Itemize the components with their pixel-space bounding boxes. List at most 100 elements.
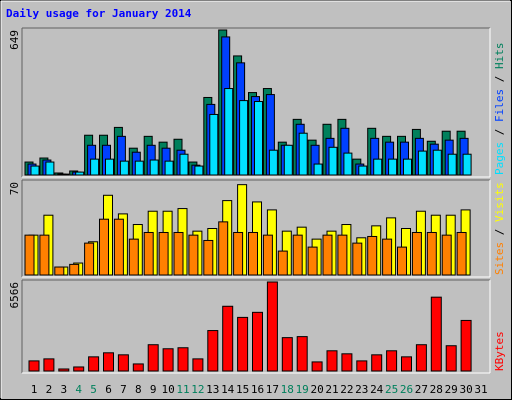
bar bbox=[417, 150, 427, 176]
bar bbox=[188, 234, 199, 276]
bar bbox=[397, 246, 407, 276]
bar bbox=[373, 158, 383, 176]
x-tick-label: 22 bbox=[340, 383, 353, 396]
bar bbox=[328, 146, 338, 176]
bar bbox=[268, 149, 278, 176]
x-tick-label: 29 bbox=[445, 383, 458, 396]
bar bbox=[296, 336, 308, 372]
x-tick-label: 23 bbox=[355, 383, 368, 396]
bar bbox=[341, 353, 353, 372]
x-tick-label: 14 bbox=[221, 383, 235, 396]
bar bbox=[149, 159, 159, 176]
bar bbox=[209, 113, 219, 176]
bar bbox=[277, 250, 288, 276]
bar bbox=[43, 358, 55, 372]
x-tick-label: 6 bbox=[105, 383, 112, 396]
x-tick-label: 10 bbox=[161, 383, 174, 396]
legend-entry: Visits bbox=[493, 182, 506, 222]
x-tick-label: 9 bbox=[150, 383, 157, 396]
legend-separator: / bbox=[493, 222, 506, 242]
bar bbox=[158, 231, 169, 276]
bar bbox=[88, 356, 100, 372]
bar bbox=[367, 235, 378, 276]
legend: KBytes bbox=[493, 331, 506, 371]
bar bbox=[84, 242, 95, 276]
bar bbox=[252, 311, 263, 372]
bar bbox=[254, 100, 263, 176]
bar bbox=[233, 231, 244, 276]
legend-entry: Files bbox=[493, 89, 506, 122]
bar bbox=[132, 363, 144, 372]
x-tick-label: 11 bbox=[176, 383, 189, 396]
bar bbox=[239, 100, 249, 176]
bar bbox=[194, 165, 204, 176]
x-tick-label: 5 bbox=[90, 383, 97, 396]
legend-entry: KBytes bbox=[493, 331, 506, 371]
y-tick-label: 6566 bbox=[8, 282, 21, 309]
bar bbox=[356, 360, 368, 372]
x-tick-label: 7 bbox=[120, 383, 127, 396]
bar bbox=[292, 234, 303, 276]
bar bbox=[447, 153, 457, 176]
x-tick-label: 13 bbox=[206, 383, 219, 396]
legend-separator: / bbox=[493, 122, 506, 142]
bar bbox=[266, 281, 278, 372]
bar bbox=[430, 296, 442, 372]
bar bbox=[75, 171, 85, 176]
bar bbox=[147, 344, 159, 372]
bar bbox=[322, 234, 333, 276]
x-tick-label: 24 bbox=[370, 383, 384, 396]
bar bbox=[401, 356, 412, 372]
bar bbox=[222, 305, 234, 372]
bar bbox=[119, 160, 129, 176]
bar bbox=[456, 231, 467, 276]
bar bbox=[113, 218, 124, 276]
bar bbox=[307, 246, 318, 276]
bar bbox=[28, 360, 40, 372]
x-tick-label: 25 bbox=[385, 383, 398, 396]
x-tick-label: 15 bbox=[236, 383, 249, 396]
x-tick-label: 3 bbox=[60, 383, 67, 396]
bar bbox=[128, 238, 139, 276]
bar bbox=[358, 165, 368, 176]
x-tick-label: 30 bbox=[459, 383, 472, 396]
bar bbox=[207, 330, 219, 372]
bar bbox=[311, 361, 323, 372]
bar bbox=[30, 165, 40, 176]
bar bbox=[326, 350, 338, 372]
x-tick-label: 17 bbox=[266, 383, 279, 396]
bar bbox=[45, 161, 55, 176]
bar bbox=[90, 158, 100, 176]
bar bbox=[445, 345, 457, 372]
bar bbox=[143, 231, 154, 276]
bar bbox=[237, 316, 249, 372]
bar bbox=[179, 153, 189, 176]
bar bbox=[298, 132, 308, 176]
bar bbox=[415, 344, 427, 372]
chart-title: Daily usage for January 2014 bbox=[6, 7, 192, 20]
bar bbox=[460, 319, 472, 372]
bar bbox=[403, 158, 412, 176]
bar bbox=[386, 350, 398, 372]
bar bbox=[343, 152, 353, 176]
bar bbox=[117, 354, 129, 372]
bar bbox=[73, 366, 85, 372]
bar bbox=[54, 266, 65, 276]
bar bbox=[134, 160, 144, 176]
x-tick-label: 28 bbox=[430, 383, 443, 396]
bar bbox=[281, 337, 293, 372]
bar bbox=[224, 88, 234, 176]
bar bbox=[352, 242, 363, 276]
x-tick-label: 1 bbox=[31, 383, 38, 396]
bar bbox=[164, 160, 174, 176]
bar bbox=[411, 231, 422, 276]
bar bbox=[313, 163, 323, 176]
x-tick-label: 8 bbox=[135, 383, 142, 396]
x-tick-label: 21 bbox=[325, 383, 338, 396]
legend-separator: / bbox=[493, 69, 506, 89]
x-tick-label: 4 bbox=[75, 383, 82, 396]
x-tick-label: 26 bbox=[400, 383, 413, 396]
x-tick-label: 18 bbox=[281, 383, 294, 396]
bar bbox=[248, 231, 258, 276]
x-tick-label: 19 bbox=[296, 383, 309, 396]
